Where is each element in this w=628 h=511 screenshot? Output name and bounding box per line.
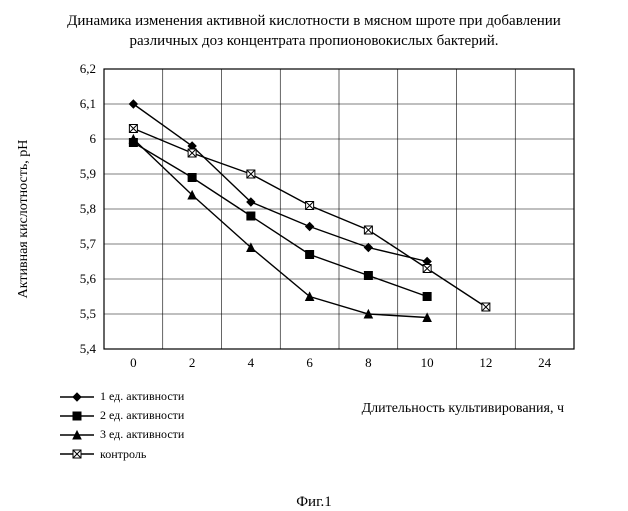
legend-marker-icon bbox=[60, 447, 94, 461]
legend-label: 3 ед. активности bbox=[100, 425, 184, 444]
x-tick-label: 12 bbox=[479, 355, 492, 370]
chart-svg: 5,45,55,65,75,85,966,16,202468101224 bbox=[34, 59, 594, 379]
chart: Активная кислотность, pH 5,45,55,65,75,8… bbox=[34, 59, 594, 379]
x-tick-label: 10 bbox=[421, 355, 434, 370]
legend-item: контроль bbox=[60, 445, 608, 464]
x-tick-label: 8 bbox=[365, 355, 372, 370]
y-tick-label: 6 bbox=[90, 131, 97, 146]
y-tick-label: 5,6 bbox=[80, 271, 97, 286]
legend-marker-icon bbox=[60, 428, 94, 442]
legend-label: 1 ед. активности bbox=[100, 387, 184, 406]
y-tick-label: 5,8 bbox=[80, 201, 96, 216]
x-tick-label: 24 bbox=[538, 355, 552, 370]
legend-label: 2 ед. активности bbox=[100, 406, 184, 425]
legend-item: 3 ед. активности bbox=[60, 425, 608, 444]
y-tick-label: 5,7 bbox=[80, 236, 97, 251]
y-tick-label: 5,5 bbox=[80, 306, 96, 321]
legend-marker-icon bbox=[60, 390, 94, 404]
chart-title: Динамика изменения активной кислотности … bbox=[20, 12, 608, 59]
y-axis-label: Активная кислотность, pH bbox=[16, 140, 32, 299]
y-tick-label: 6,2 bbox=[80, 61, 96, 76]
x-tick-label: 4 bbox=[248, 355, 255, 370]
legend: 1 ед. активности2 ед. активности3 ед. ак… bbox=[60, 387, 608, 464]
x-tick-label: 6 bbox=[306, 355, 313, 370]
legend-marker-icon bbox=[60, 409, 94, 423]
y-tick-label: 5,4 bbox=[80, 341, 97, 356]
page: Динамика изменения активной кислотности … bbox=[0, 0, 628, 500]
legend-label: контроль bbox=[100, 445, 146, 464]
x-tick-label: 2 bbox=[189, 355, 196, 370]
y-tick-label: 5,9 bbox=[80, 166, 96, 181]
figure-caption: Фиг.1 bbox=[20, 494, 608, 511]
y-tick-label: 6,1 bbox=[80, 96, 96, 111]
x-tick-label: 0 bbox=[130, 355, 137, 370]
x-axis-label: Длительность культивирования, ч bbox=[362, 401, 564, 417]
